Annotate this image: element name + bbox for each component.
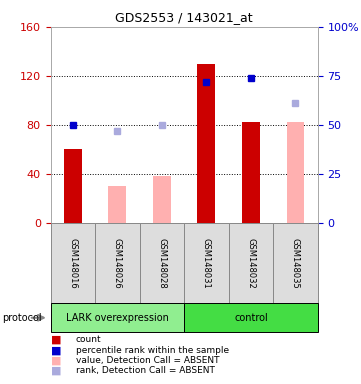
Bar	[287, 122, 304, 223]
Bar	[242, 122, 260, 223]
Text: value, Detection Call = ABSENT: value, Detection Call = ABSENT	[76, 356, 219, 365]
Title: GDS2553 / 143021_at: GDS2553 / 143021_at	[115, 11, 253, 24]
Text: count: count	[76, 335, 101, 344]
Text: percentile rank within the sample: percentile rank within the sample	[76, 346, 229, 355]
Text: ■: ■	[51, 335, 61, 345]
Text: ■: ■	[51, 366, 61, 376]
Bar	[184, 303, 318, 332]
Bar	[64, 149, 82, 223]
Bar	[273, 223, 318, 303]
Text: GSM148032: GSM148032	[247, 238, 255, 288]
Text: GSM148035: GSM148035	[291, 238, 300, 288]
Text: ■: ■	[51, 356, 61, 366]
Text: GSM148028: GSM148028	[157, 238, 166, 288]
Text: protocol: protocol	[2, 313, 42, 323]
Bar	[229, 223, 273, 303]
Text: ■: ■	[51, 345, 61, 355]
Text: GSM148016: GSM148016	[68, 238, 77, 288]
Bar	[153, 176, 171, 223]
Bar	[51, 223, 95, 303]
Text: GSM148026: GSM148026	[113, 238, 122, 288]
Text: GSM148031: GSM148031	[202, 238, 211, 288]
Bar	[184, 223, 229, 303]
Bar	[108, 186, 126, 223]
Text: LARK overexpression: LARK overexpression	[66, 313, 169, 323]
Text: control: control	[234, 313, 268, 323]
Bar	[51, 303, 184, 332]
Text: rank, Detection Call = ABSENT: rank, Detection Call = ABSENT	[76, 366, 215, 376]
Bar	[95, 223, 140, 303]
Bar	[140, 223, 184, 303]
Bar	[197, 64, 215, 223]
